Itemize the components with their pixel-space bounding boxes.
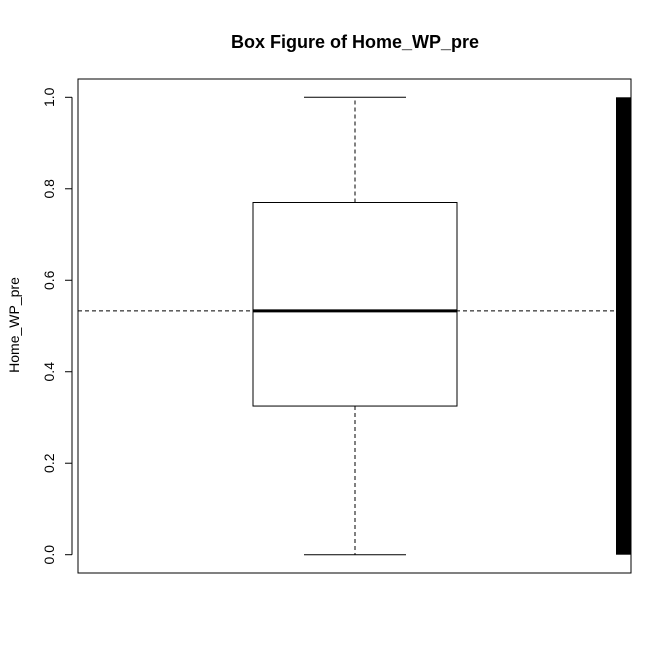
y-axis-label: Home_WP_pre: [6, 277, 22, 373]
rug-bar: [616, 97, 631, 555]
y-tick-label: 0.2: [41, 453, 57, 473]
y-tick-label: 0.6: [41, 270, 57, 290]
y-axis: 0.0 0.2 0.4 0.6 0.8 1.0: [41, 87, 73, 565]
plot-marks: [78, 96, 631, 556]
y-tick-label: 0.8: [41, 179, 57, 199]
iqr-box: [252, 202, 458, 407]
chart-title: Box Figure of Home_WP_pre: [231, 32, 479, 52]
y-tick-label: 0.0: [41, 545, 57, 565]
y-tick-label: 0.4: [41, 362, 57, 382]
y-tick-label: 1.0: [41, 87, 57, 107]
